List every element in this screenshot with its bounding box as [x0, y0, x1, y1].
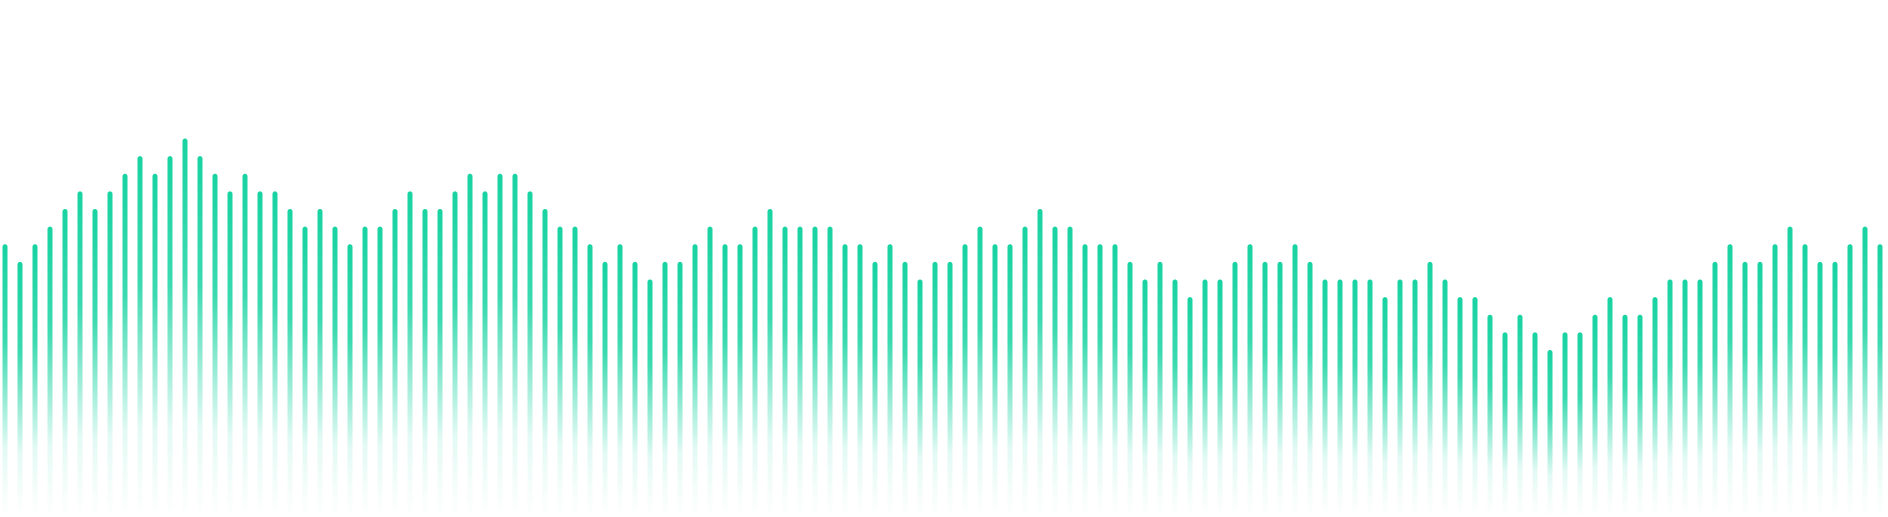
waveform-bars	[2, 138, 1883, 517]
